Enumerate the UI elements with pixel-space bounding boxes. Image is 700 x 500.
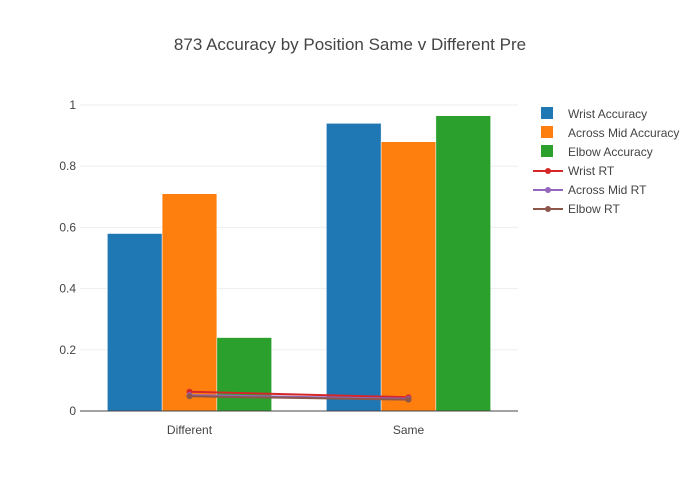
legend-swatch[interactable] [541, 126, 553, 138]
series-point[interactable] [405, 396, 412, 403]
legend-label[interactable]: Across Mid Accuracy [568, 126, 679, 140]
legend-label[interactable]: Elbow Accuracy [568, 145, 653, 159]
y-tick-label: 0.8 [59, 159, 76, 173]
legend-marker[interactable] [545, 168, 551, 174]
legend-marker[interactable] [545, 206, 551, 212]
series-point[interactable] [186, 393, 193, 400]
x-tick-label: Different [167, 423, 213, 437]
y-tick-label: 1 [69, 98, 76, 112]
line-series [186, 388, 412, 403]
y-tick-label: 0.6 [59, 220, 76, 234]
bar[interactable] [216, 337, 272, 412]
legend-label[interactable]: Elbow RT [568, 202, 620, 216]
x-tick-label: Same [393, 423, 425, 437]
legend-label[interactable]: Wrist RT [568, 164, 615, 178]
legend-swatch[interactable] [541, 145, 553, 157]
axes: 0 0.2 0.4 0.6 0.8 1 Different Same [59, 98, 518, 437]
bar[interactable] [435, 115, 491, 412]
legend-label[interactable]: Wrist Accuracy [568, 107, 647, 121]
legend-label[interactable]: Across Mid RT [568, 183, 647, 197]
bar[interactable] [380, 141, 437, 412]
legend-marker[interactable] [545, 187, 551, 193]
chart-title: 873 Accuracy by Position Same v Differen… [174, 35, 526, 54]
y-tick-label: 0 [69, 404, 76, 418]
y-tick-label: 0.2 [59, 343, 76, 357]
series-line [189, 390, 409, 399]
bar[interactable] [161, 193, 218, 412]
bars [107, 115, 491, 412]
legend: Wrist Accuracy Across Mid Accuracy Elbow A… [533, 107, 679, 216]
bar[interactable] [107, 233, 163, 412]
legend-swatch[interactable] [541, 107, 553, 119]
y-tick-label: 0.4 [59, 282, 76, 296]
bar[interactable] [326, 123, 382, 412]
series-line [189, 395, 409, 401]
